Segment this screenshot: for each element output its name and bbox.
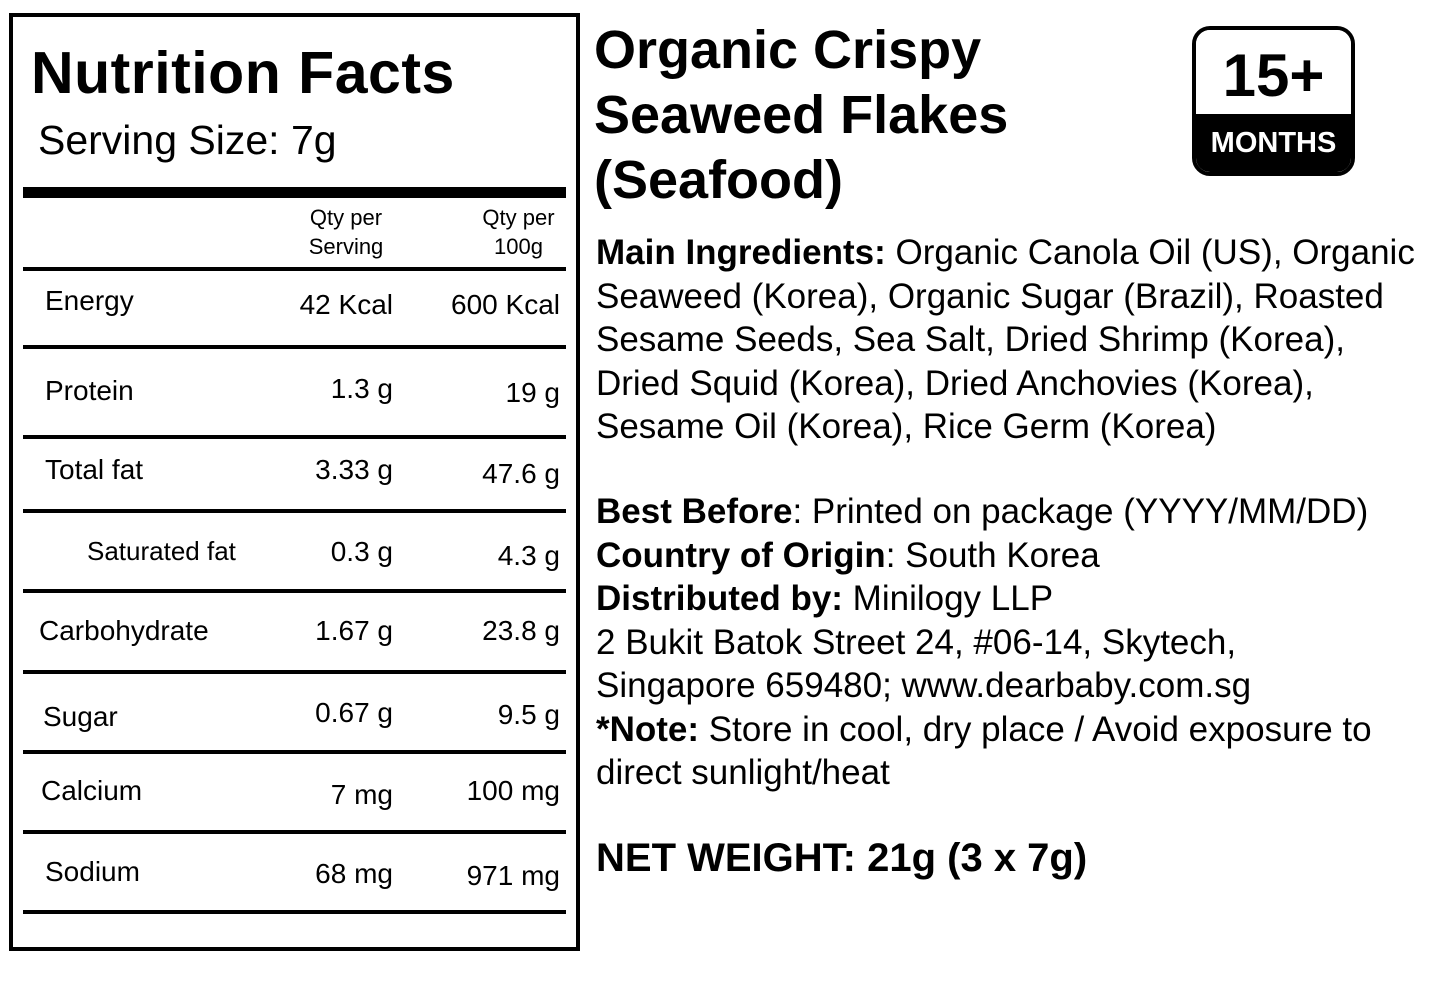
nutrition-title: Nutrition Facts xyxy=(31,40,455,106)
per-serving-value: 1.3 g xyxy=(330,373,393,404)
note-text: Store in cool, dry place / Avoid exposur… xyxy=(596,709,1372,793)
nutrient-label: Calcium xyxy=(41,775,143,806)
per-serving-value: 0.3 g xyxy=(330,536,393,567)
per-serving-value: 3.33 g xyxy=(315,454,393,485)
product-title-line: Seaweed Flakes xyxy=(594,85,1009,145)
best-before-label: Best Before xyxy=(596,492,793,531)
distributor-label: Distributed by: xyxy=(596,579,843,618)
address-line: Singapore 659480; www.dearbaby.com.sg xyxy=(596,666,1252,705)
per-serving-value: 0.67 g xyxy=(315,697,393,728)
best-before-text: : Printed on package (YYYY/MM/DD) xyxy=(792,492,1369,531)
per-100g-value: 9.5 g xyxy=(497,699,560,730)
net-weight: NET WEIGHT: 21g (3 x 7g) xyxy=(596,836,1088,880)
origin-line: Country of Origin: South Korea xyxy=(596,534,1436,578)
row-divider xyxy=(23,267,566,271)
row-divider xyxy=(23,910,566,914)
ingredients-text: Organic Canola Oil (US), Organic Seaweed… xyxy=(596,233,1415,446)
per-serving-value: 1.67 g xyxy=(315,615,393,646)
row-divider xyxy=(23,345,566,349)
serving-size: Serving Size: 7g xyxy=(38,117,337,163)
column-header-line: Serving xyxy=(308,234,384,259)
column-header-per-serving: Qty per Serving xyxy=(296,203,396,261)
distributor-line: Distributed by: Minilogy LLP xyxy=(596,577,1436,621)
nutrient-label: Sodium xyxy=(45,856,140,887)
age-badge-value: 15+ xyxy=(1196,30,1351,114)
row-divider xyxy=(23,750,566,754)
per-100g-value: 971 mg xyxy=(466,860,560,891)
note-label: *Note: xyxy=(596,709,700,749)
column-header-per-100g: Qty per 100g xyxy=(471,203,566,261)
row-divider xyxy=(23,830,566,834)
per-serving-value: 68 mg xyxy=(315,858,393,889)
row-divider xyxy=(23,509,566,513)
nutrient-label: Sugar xyxy=(43,701,118,732)
column-header-line: Qty per xyxy=(309,205,383,230)
ingredients-label: Main Ingredients: xyxy=(596,233,886,272)
per-serving-value: 7 mg xyxy=(330,779,393,810)
nutrient-label: Protein xyxy=(45,375,134,406)
distributor-text: Minilogy LLP xyxy=(842,579,1054,618)
row-divider xyxy=(23,435,566,439)
row-divider xyxy=(23,589,566,593)
note-line: *Note: Store in cool, dry place / Avoid … xyxy=(596,708,1436,795)
column-header-line: 100g xyxy=(494,234,543,259)
per-100g-value: 23.8 g xyxy=(482,615,560,646)
per-100g-value: 100 mg xyxy=(466,775,560,806)
nutrient-label: Saturated fat xyxy=(87,536,236,566)
address-line: 2 Bukit Batok Street 24, #06-14, Skytech… xyxy=(596,622,1237,662)
nutrition-facts-panel: Nutrition Facts Serving Size: 7g Qty per… xyxy=(9,13,580,951)
product-title-line: (Seafood) xyxy=(594,150,843,210)
details-block: Best Before: Printed on package (YYYY/MM… xyxy=(596,490,1436,795)
origin-text: : South Korea xyxy=(885,535,1100,575)
row-divider xyxy=(23,670,566,674)
per-100g-value: 600 Kcal xyxy=(451,289,560,320)
product-title: Organic Crispy Seaweed Flakes (Seafood) xyxy=(594,18,1154,213)
per-100g-value: 19 g xyxy=(505,377,561,408)
product-title-line: Organic Crispy xyxy=(594,20,982,80)
ingredients-block: Main Ingredients: Organic Canola Oil (US… xyxy=(596,231,1436,449)
nutrient-label: Energy xyxy=(45,285,134,316)
column-header-line: Qty per xyxy=(482,205,555,230)
age-badge-unit: MONTHS xyxy=(1196,114,1351,172)
age-badge: 15+ MONTHS xyxy=(1192,26,1355,176)
nutrient-label: Total fat xyxy=(45,454,144,485)
nutrient-label: Carbohydrate xyxy=(39,615,209,646)
best-before-line: Best Before: Printed on package (YYYY/MM… xyxy=(596,490,1436,534)
per-100g-value: 47.6 g xyxy=(482,458,560,489)
per-100g-value: 4.3 g xyxy=(497,540,560,571)
thick-divider xyxy=(23,187,566,198)
origin-label: Country of Origin xyxy=(596,535,886,575)
per-serving-value: 42 Kcal xyxy=(299,289,393,320)
